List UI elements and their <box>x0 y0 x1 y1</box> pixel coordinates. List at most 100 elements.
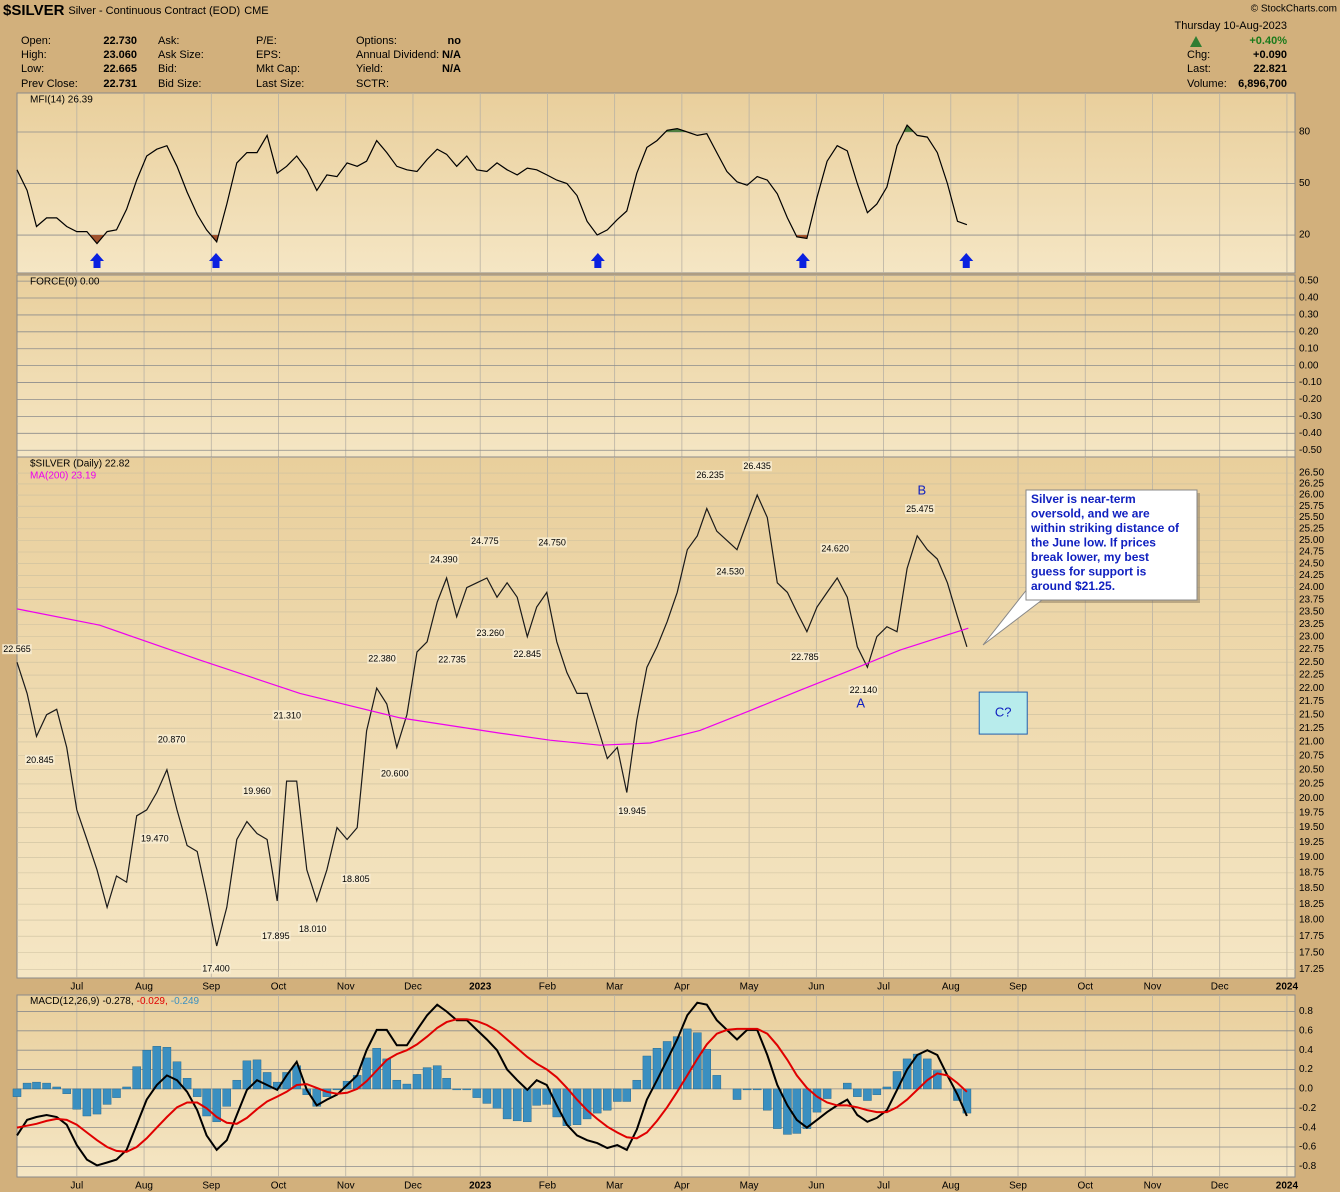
annotation: C? <box>995 705 1012 720</box>
histogram-bar <box>582 1088 592 1120</box>
x-tick-label: Oct <box>271 982 287 993</box>
histogram-bar <box>332 1088 342 1091</box>
y-tick-label: -0.8 <box>1299 1161 1317 1172</box>
signal-arrow <box>795 253 810 269</box>
pivot-label: 20.600 <box>381 768 409 778</box>
y-tick-label: 26.25 <box>1299 479 1324 490</box>
pivot-label-bg <box>790 651 820 662</box>
histogram-bar <box>812 1088 822 1113</box>
panel: 20 50 80 MFI(14) 26.39 <box>16 92 1311 274</box>
field-value: 22.730 <box>103 35 137 47</box>
histogram-bar <box>72 1088 82 1110</box>
legend-entry: FORCE(0) 0.00 <box>30 277 100 288</box>
y-tick-label: 0.00 <box>1299 360 1319 371</box>
x-tick-label: Aug <box>942 1181 960 1192</box>
histogram-bar <box>292 1065 301 1090</box>
panel: 0.50 0.40 0.30 0.20 0.10 0.00 -0.10 -0.20 -0.30 -… <box>16 274 1322 458</box>
field-label: Options: <box>356 35 397 47</box>
pivot-label-bg <box>201 963 231 974</box>
y-tick-label: 0.0 <box>1299 1084 1313 1095</box>
y-tick-label: 0.2 <box>1299 1064 1313 1075</box>
field-value: 22.665 <box>103 63 137 75</box>
y-tick-label: 0.50 <box>1299 276 1319 287</box>
histogram-bar <box>242 1060 252 1090</box>
y-tick-label: 22.00 <box>1299 683 1324 694</box>
y-tick-label: 20.50 <box>1299 764 1324 775</box>
callout-line: around $21.25. <box>1031 579 1115 593</box>
y-tick-label: 23.75 <box>1299 594 1324 605</box>
x-tick-label: Mar <box>606 1181 624 1192</box>
histogram-bar <box>882 1086 892 1090</box>
y-tick-label: 20.00 <box>1299 793 1324 804</box>
x-tick-label: Jul <box>70 1181 83 1192</box>
y-tick-label: 20 <box>1299 230 1311 241</box>
histogram-bar <box>863 1088 872 1101</box>
histogram-bar <box>872 1088 882 1095</box>
series-line <box>16 493 968 947</box>
histogram-bar <box>452 1088 461 1091</box>
field-label: Yield: <box>356 63 383 75</box>
up-triangle <box>1190 36 1202 47</box>
x-tick-label: Oct <box>1077 982 1093 993</box>
callout-line: guess for support is <box>1031 565 1147 579</box>
histogram-bar <box>672 1036 682 1090</box>
histogram-bar <box>42 1082 51 1090</box>
x-tick-label: Sep <box>1009 982 1027 993</box>
field-value: 22.821 <box>1253 63 1287 75</box>
histogram-bar <box>923 1058 932 1090</box>
pivot-label-bg <box>242 785 272 796</box>
histogram-bar <box>523 1088 532 1123</box>
panel: 17.25 17.50 17.75 18.00 18.25 18.50 18.75 19.00… <box>2 456 1324 993</box>
pivot-label: 20.870 <box>158 734 186 744</box>
histogram-bar <box>442 1078 451 1090</box>
histogram-bar <box>693 1032 702 1090</box>
histogram-bar <box>212 1088 221 1123</box>
field-value: 23.060 <box>103 49 137 61</box>
pivot-label: 19.960 <box>243 786 271 796</box>
y-tick-label: 24.75 <box>1299 547 1324 558</box>
field-label: SCTR: <box>356 78 389 90</box>
histogram-bar <box>792 1088 802 1134</box>
pivot-label: 19.470 <box>141 834 169 844</box>
y-tick-label: 18.50 <box>1299 883 1324 894</box>
field-value: N/A <box>442 63 461 75</box>
histogram-bar <box>732 1088 742 1100</box>
histogram-bar <box>763 1088 772 1111</box>
pivot-label-bg <box>848 685 879 696</box>
field-label: Mkt Cap: <box>256 63 300 75</box>
pivot-label-bg <box>437 654 467 665</box>
y-tick-label: 25.50 <box>1299 512 1324 523</box>
annotation: A <box>856 695 865 710</box>
legend: MACD(12,26,9) -0.278, -0.029, -0.249 <box>30 996 200 1007</box>
pivot-label-bg <box>156 734 187 745</box>
y-tick-label: 21.00 <box>1299 737 1324 748</box>
histogram-bar <box>252 1059 262 1090</box>
y-tick-label: 23.25 <box>1299 619 1324 630</box>
pivot-label-bg <box>272 710 303 721</box>
y-tick-label: 26.00 <box>1299 490 1324 501</box>
pivot-label-bg <box>261 931 291 942</box>
x-tick-label: Feb <box>539 982 557 993</box>
pivot-label: 18.010 <box>299 924 327 934</box>
x-tick-label: Nov <box>1144 1181 1162 1192</box>
header-fields: Open: 22.730 High: 23.060 Low: 22.665 Prev Clo… <box>21 35 1287 90</box>
y-tick-label: 26.50 <box>1299 468 1324 479</box>
pivot-label: 20.845 <box>26 755 54 765</box>
x-tick-label: Nov <box>337 982 355 993</box>
histogram-bar <box>162 1047 172 1090</box>
histogram-bar <box>843 1082 852 1090</box>
pivot-label: 22.380 <box>368 654 396 664</box>
pivot-label-bg <box>367 653 397 664</box>
x-tick-label: Nov <box>337 1181 355 1192</box>
y-tick-label: 22.25 <box>1299 670 1324 681</box>
field-label: EPS: <box>256 49 281 61</box>
pivot-label-bg <box>140 833 170 844</box>
x-tick-label: Jun <box>808 982 824 993</box>
histogram-bar <box>172 1061 182 1090</box>
field-label: P/E: <box>256 35 277 47</box>
instrument-name: Silver - Continuous Contract (EOD) <box>68 5 240 17</box>
field-label: Annual Dividend: <box>356 49 439 61</box>
histogram-bar <box>592 1088 602 1114</box>
